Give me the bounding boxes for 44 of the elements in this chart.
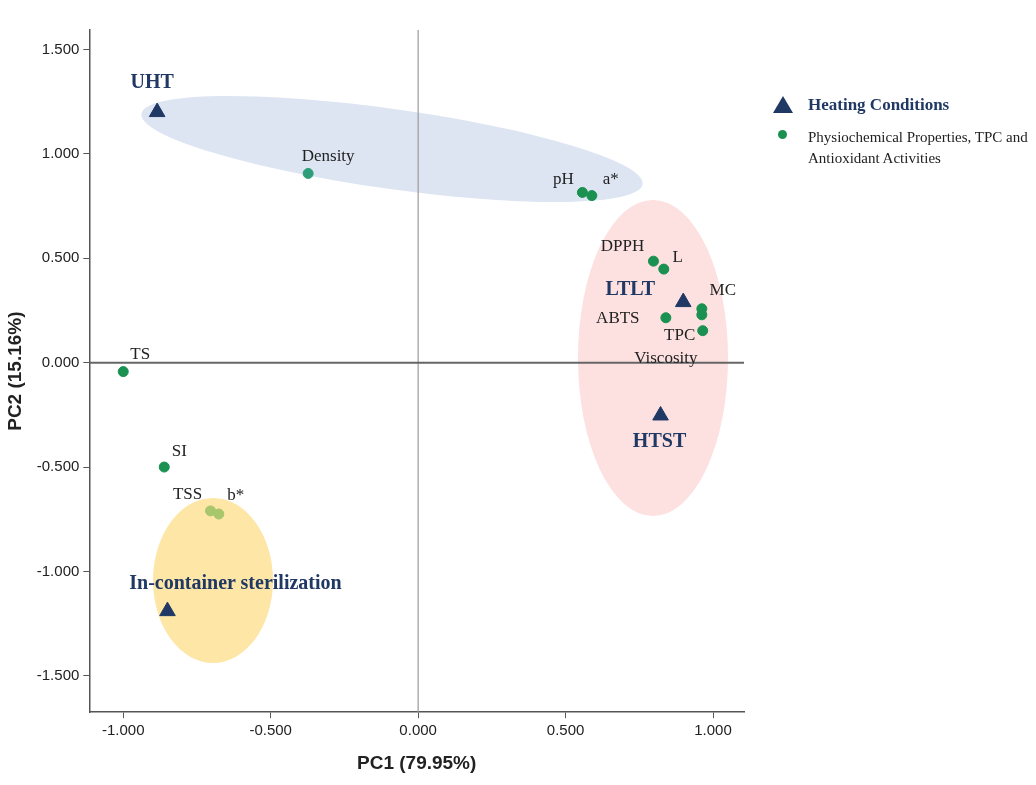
x-tick-label: -0.500: [249, 721, 292, 739]
x-tick-label: 0.500: [546, 721, 585, 739]
y-tick-label: -1.500: [36, 666, 80, 684]
y-tick-label: -0.500: [36, 457, 80, 475]
annotation: SI: [171, 440, 188, 460]
annotation: TPC: [664, 325, 696, 345]
x-axis-title: PC1 (79.95%): [356, 751, 477, 773]
x-tick-label: -1.000: [101, 721, 145, 739]
y-axis-title: PC2 (15.16%): [3, 311, 25, 431]
point: [674, 292, 692, 308]
y-tick-label: 0.500: [41, 248, 80, 266]
annotation: L: [672, 246, 683, 266]
annotation: TSS: [172, 484, 203, 504]
annotation: DPPH: [600, 235, 645, 255]
point: [647, 255, 659, 267]
annotation: ABTS: [596, 308, 640, 328]
annotation: a*: [602, 169, 619, 189]
annotation: LTLT: [605, 277, 656, 300]
x-tick-label: 1.000: [694, 721, 732, 739]
y-tick-label: 1.000: [41, 143, 80, 161]
y-tick-label: 0.000: [41, 352, 80, 370]
point: [576, 186, 588, 198]
x-tick-label: 0.000: [399, 721, 437, 739]
annotation: HTST: [632, 428, 687, 451]
annotation: In-container sterilization: [129, 571, 342, 594]
y-tick-label: -1.000: [36, 561, 80, 579]
annotation: UHT: [130, 70, 175, 93]
point: [302, 167, 314, 179]
y-tick-label: 1.500: [41, 39, 80, 57]
annotation: TS: [130, 344, 151, 364]
annotation: b*: [227, 484, 245, 504]
point: [148, 102, 166, 118]
point: [697, 325, 709, 337]
annotation: MC: [709, 280, 737, 300]
annotation: Density: [301, 145, 356, 165]
point: [658, 263, 670, 275]
point: [117, 366, 129, 378]
point: [158, 461, 170, 473]
annotation: pH: [553, 168, 574, 188]
point: [660, 312, 672, 324]
legend-label: Physiochemical Properties, TPC and Antioxidant Activities: [808, 128, 1029, 168]
point: [213, 508, 225, 520]
point: [586, 190, 598, 202]
legend-label: Heating Conditions: [808, 94, 950, 115]
